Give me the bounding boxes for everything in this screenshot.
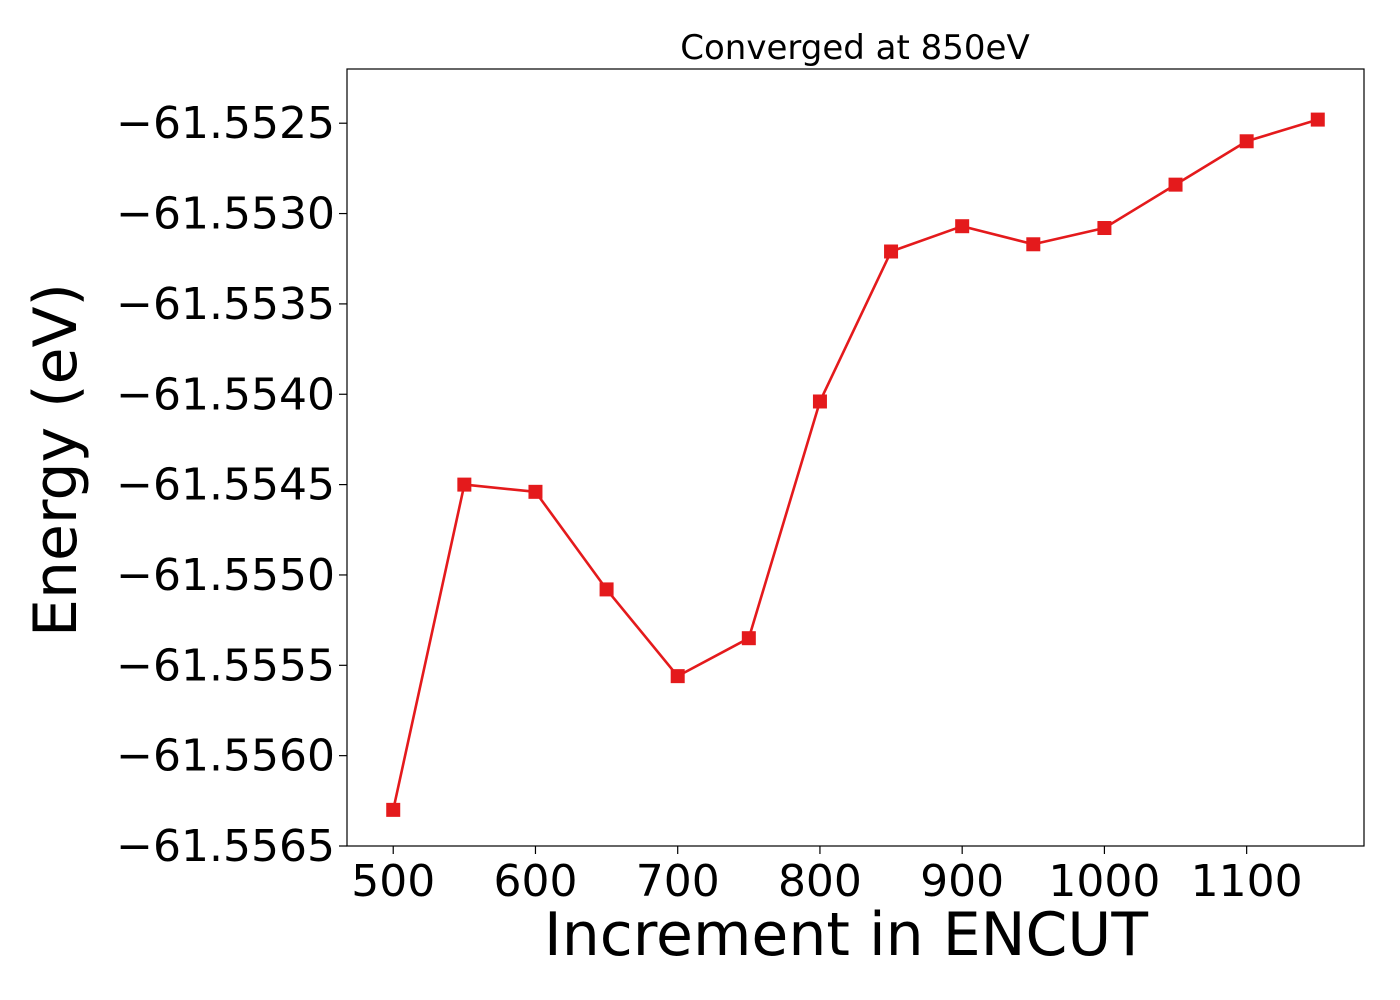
x-tick-label: 800 [778, 856, 862, 907]
y-tick-label: −61.5565 [116, 821, 335, 872]
x-tick-label: 600 [493, 856, 577, 907]
data-point-marker [812, 394, 827, 409]
chart-title: Converged at 850eV [680, 28, 1029, 68]
y-axis-label: Energy (eV) [21, 283, 91, 637]
data-point-marker [1026, 237, 1041, 252]
data-point-marker [1310, 112, 1325, 127]
data-point-marker [955, 219, 970, 234]
y-axis-ticks: −61.5565 −61.5560 −61.5555 −61.5550 −61.5545… [116, 98, 347, 872]
y-tick-label: −61.5525 [116, 98, 335, 149]
series-line [391, 118, 1319, 811]
x-axis-ticks: 500 600 700 800 900 1000 1100 [351, 846, 1303, 907]
data-point-marker [1239, 134, 1254, 149]
y-tick-label: −61.5540 [116, 369, 335, 420]
y-tick-label: −61.5555 [116, 640, 335, 691]
x-tick-label: 1100 [1191, 856, 1303, 907]
data-point-marker [457, 477, 472, 492]
data-point-marker [1168, 177, 1183, 192]
y-tick-label: −61.5530 [116, 189, 335, 240]
y-tick-label: −61.5560 [116, 731, 335, 782]
series-layer [386, 112, 1325, 817]
x-tick-label: 500 [351, 856, 435, 907]
x-tick-label: 900 [920, 856, 1004, 907]
data-point-marker [884, 244, 899, 259]
data-point-marker [386, 802, 401, 817]
data-point-marker [670, 669, 685, 684]
data-point-marker [741, 631, 756, 646]
y-tick-label: −61.5545 [116, 460, 335, 511]
data-point-marker [599, 582, 614, 597]
y-tick-label: −61.5535 [116, 279, 335, 330]
x-tick-label: 1000 [1048, 856, 1160, 907]
x-tick-label: 700 [636, 856, 720, 907]
y-tick-label: −61.5550 [116, 550, 335, 601]
data-point-marker [1097, 221, 1112, 236]
data-point-marker [528, 484, 543, 499]
x-axis-label: Increment in ENCUT [544, 900, 1148, 970]
plot-frame [346, 68, 1365, 847]
